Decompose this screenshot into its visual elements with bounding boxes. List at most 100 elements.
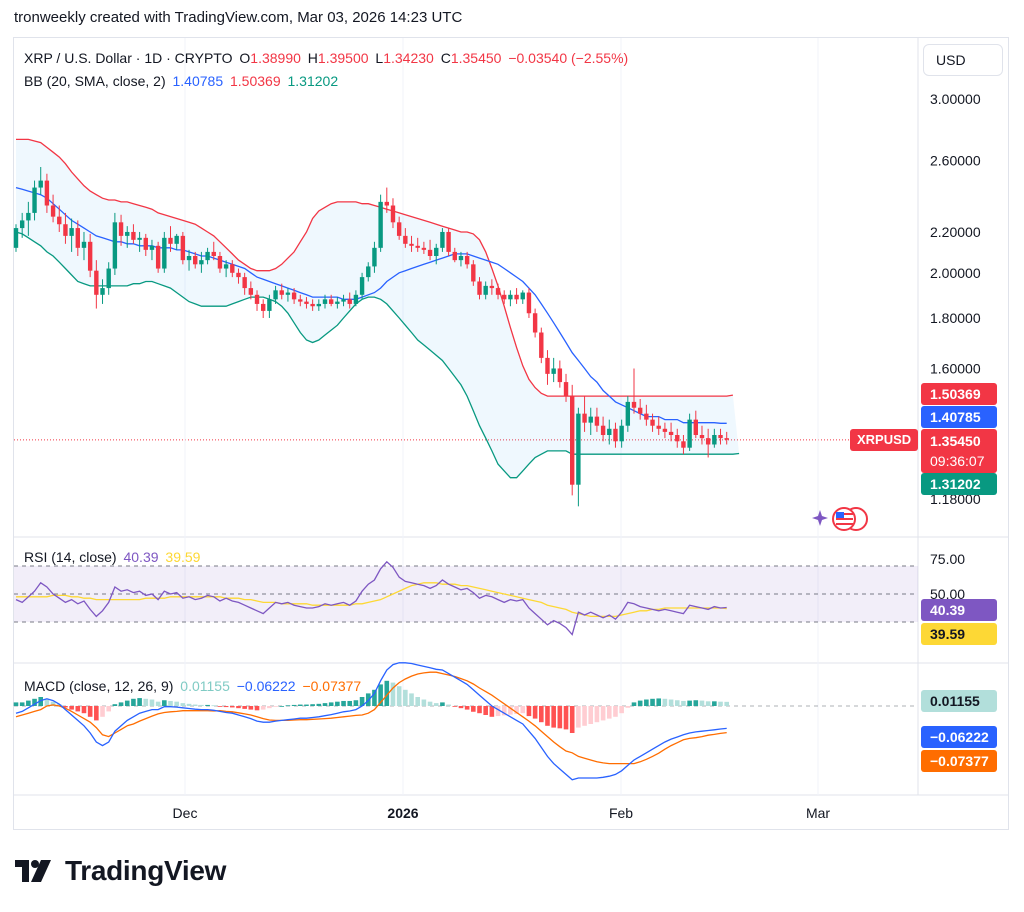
close-label: C xyxy=(440,50,451,66)
candle xyxy=(625,396,631,432)
macd-histogram-bar xyxy=(668,699,674,706)
macd-histogram-bar xyxy=(440,702,445,706)
candle-body xyxy=(514,294,519,300)
candle-body xyxy=(619,425,624,442)
candle xyxy=(193,251,198,269)
candle xyxy=(563,373,569,402)
macd-histogram-bar xyxy=(650,698,655,706)
candle-body xyxy=(347,299,352,304)
macd-histogram-bar xyxy=(100,706,105,717)
candle-body xyxy=(495,288,501,295)
bb-upper-line xyxy=(16,138,734,397)
candle-body xyxy=(298,299,303,302)
time-tick-label: 2026 xyxy=(387,805,418,821)
macd-histogram-bar xyxy=(254,706,260,711)
bb-legend[interactable]: BB (20, SMA, close, 2) 1.40785 1.50369 1… xyxy=(24,73,341,89)
bb-basis-line xyxy=(15,186,727,424)
candle xyxy=(508,290,513,307)
candle xyxy=(112,212,118,275)
candle-body xyxy=(637,407,643,414)
open-value: 1.38990 xyxy=(250,50,301,66)
candle xyxy=(687,413,692,451)
change-value: −0.03540 (−2.55%) xyxy=(508,50,629,66)
candle-body xyxy=(588,416,593,423)
tradingview-logo[interactable]: TradingView xyxy=(15,855,226,887)
candle xyxy=(199,251,204,273)
candle-body xyxy=(508,294,513,300)
bb-label: BB (20, SMA, close, 2) xyxy=(24,73,166,89)
macd-histogram-bar xyxy=(26,700,31,706)
candle-body xyxy=(162,237,167,269)
candle xyxy=(421,241,427,254)
macd-histogram-bar xyxy=(192,704,198,706)
candle-body xyxy=(471,264,476,282)
macd-histogram-bar xyxy=(205,704,210,706)
candle xyxy=(236,268,241,284)
macd-histogram-bar xyxy=(310,704,315,706)
candle xyxy=(273,285,278,304)
main-legend[interactable]: XRP / U.S. Dollar · 1D · CRYPTO O1.38990… xyxy=(24,50,631,66)
candle-body xyxy=(668,431,674,435)
macd-legend[interactable]: MACD (close, 12, 26, 9) 0.01155 −0.06222… xyxy=(24,678,364,694)
candle-body xyxy=(458,256,464,261)
candle-body xyxy=(81,241,87,248)
currency-button[interactable]: USD xyxy=(923,44,1003,76)
macd-histogram-bar xyxy=(557,706,563,729)
candle xyxy=(328,294,334,307)
candle-body xyxy=(687,419,692,448)
candle xyxy=(650,413,655,432)
macd-histogram-bar xyxy=(495,706,501,717)
bollinger-band-area xyxy=(16,139,740,478)
candle-body xyxy=(322,299,328,304)
grid-lines xyxy=(14,38,1008,796)
low-value: 1.34230 xyxy=(383,50,434,66)
candle-body xyxy=(291,292,297,300)
rsi-value: 40.39 xyxy=(123,549,159,565)
price-tick-label: 2.20000 xyxy=(930,224,981,240)
candle-body xyxy=(675,434,680,442)
candle xyxy=(285,288,291,302)
macd-histogram-bar xyxy=(631,702,637,706)
candle-body xyxy=(193,256,198,265)
candle xyxy=(118,214,124,246)
candle-body xyxy=(650,419,655,426)
macd-histogram-bar xyxy=(211,705,217,707)
candle xyxy=(304,297,309,309)
candle-body xyxy=(545,357,550,374)
macd-line-value: −0.06222 xyxy=(236,678,296,694)
macd-histogram-bar xyxy=(50,701,56,706)
macd-histogram-bar xyxy=(94,706,99,721)
macd-histogram-bar xyxy=(532,706,538,719)
candle xyxy=(477,277,482,300)
candle xyxy=(322,294,328,309)
rsi-pane: 75.00 50.00 xyxy=(14,551,965,636)
macd-histogram-bar xyxy=(477,706,482,714)
us-flag-events-icon[interactable] xyxy=(812,506,870,532)
candle xyxy=(440,228,445,252)
bb-basis-tag: 1.40785 xyxy=(921,406,997,428)
rsi-tick-label: 50.00 xyxy=(930,586,965,602)
macd-histogram-bar xyxy=(260,706,266,710)
macd-label: MACD (close, 12, 26, 9) xyxy=(24,678,174,694)
candle-body xyxy=(254,294,260,304)
candle xyxy=(32,180,37,221)
candle xyxy=(452,247,457,263)
candle-body xyxy=(372,247,377,267)
macd-histogram-bar xyxy=(316,703,322,706)
macd-histogram-bar xyxy=(75,706,81,712)
macd-histogram-bar xyxy=(372,689,377,706)
macd-histogram-bar xyxy=(267,706,272,709)
candle xyxy=(125,226,130,248)
candle-body xyxy=(211,251,216,257)
candle-body xyxy=(118,222,124,236)
candle-body xyxy=(502,294,507,300)
candle-body xyxy=(285,292,291,295)
rsi-legend[interactable]: RSI (14, close) 40.39 39.59 xyxy=(24,549,203,565)
candle xyxy=(699,425,705,445)
candle-body xyxy=(539,332,544,358)
candle xyxy=(366,262,371,282)
candle-body xyxy=(26,212,31,221)
macd-histogram-bar xyxy=(390,682,396,706)
candle-body xyxy=(236,272,241,278)
